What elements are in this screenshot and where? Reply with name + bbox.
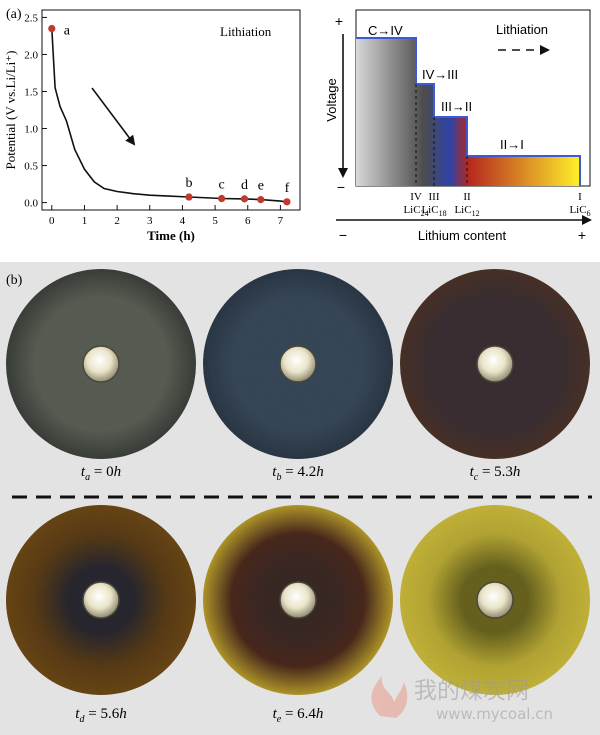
electrode-photos: ta = 0h tb = 4.2h tc = 5.3h td = 5.6h te = 6… — [6, 269, 590, 725]
time-label-e: te = 6.4h — [273, 706, 324, 725]
transition-label-3: III→II — [441, 99, 472, 114]
transition-label-2: IV→III — [422, 67, 458, 82]
plot-frame — [41, 9, 301, 211]
marker-label-f: f — [285, 181, 290, 196]
marker-label-a: a — [64, 24, 71, 39]
voltage-minus: − — [337, 179, 345, 195]
y-tick-label: 2.0 — [24, 49, 38, 61]
y-axis-label: Potential (V vs.Li/Li⁺) — [3, 51, 18, 170]
time-label-b: tb = 4.2h — [272, 464, 323, 483]
x-tick-label: 6 — [245, 215, 251, 227]
x-tick-label: 5 — [212, 215, 218, 227]
stage-numeral-I: I — [578, 191, 582, 203]
stage-compound-III: LiC18 — [421, 204, 446, 218]
x-tick-label: 0 — [49, 215, 55, 227]
panel-a-label: (a) — [6, 7, 22, 22]
center-washer — [476, 581, 514, 619]
diagram-title: Lithiation — [496, 22, 548, 37]
stage-numeral-III: III — [429, 191, 440, 203]
marker-point-a — [48, 24, 56, 33]
x-tick-label: 2 — [114, 215, 120, 227]
center-washer — [82, 581, 120, 619]
marker-label-c: c — [219, 178, 225, 193]
voltage-plus: + — [335, 13, 343, 29]
marker-point-b — [185, 193, 193, 201]
center-washer — [82, 345, 120, 383]
y-tick-label: 1.0 — [24, 124, 38, 136]
y-axis-ticks: 0.0 0.5 1.0 1.5 2.0 2.5 — [24, 12, 47, 210]
voltage-axis-label: Voltage — [324, 78, 339, 121]
lithium-content-minus: − — [339, 227, 347, 243]
stage-compound-I: LiC6 — [569, 204, 590, 218]
y-tick-label: 1.5 — [24, 86, 38, 98]
x-tick-label: 3 — [147, 215, 153, 227]
lithium-content-label: Lithium content — [418, 228, 507, 243]
time-label-d: td = 5.6h — [75, 706, 126, 725]
lithium-content-plus: + — [578, 227, 586, 243]
watermark: 我的煤炭网 www.mycoal.cn — [371, 676, 553, 723]
flame-logo-icon — [371, 676, 408, 718]
y-tick-label: 2.5 — [24, 12, 38, 24]
discharge-curve — [51, 28, 287, 203]
x-tick-label: 7 — [278, 215, 284, 227]
x-tick-label: 1 — [82, 215, 88, 227]
panel-b-label: (b) — [6, 273, 23, 288]
lithiation-direction-arrow — [91, 87, 136, 146]
x-axis-label: Time (h) — [147, 228, 195, 243]
diagram-upper-area — [356, 38, 580, 156]
marker-point-d — [240, 195, 249, 203]
y-tick-label: 0.5 — [24, 161, 38, 173]
staging-diagram: C→IV IV→III III→II II→I Lithiation Volta… — [324, 9, 592, 243]
transition-label-4: II→I — [500, 137, 524, 152]
stage-numeral-II: II — [463, 191, 471, 203]
x-tick-label: 4 — [180, 215, 186, 227]
marker-point-f — [283, 198, 291, 206]
time-label-c: tc = 5.3h — [470, 464, 521, 483]
transition-label-1: C→IV — [368, 23, 403, 38]
center-washer — [279, 581, 317, 619]
lithiation-label: Lithiation — [220, 24, 272, 39]
x-axis-ticks: 0 1 2 3 4 5 6 7 — [49, 205, 284, 227]
stage-dividers — [415, 84, 468, 186]
center-washer — [476, 345, 514, 383]
stage-compound-II: LiC12 — [454, 204, 479, 218]
marker-point-e — [257, 196, 265, 204]
marker-label-b: b — [185, 176, 192, 191]
stage-numeral-IV: IV — [410, 191, 422, 203]
watermark-title: 我的煤炭网 — [414, 678, 529, 704]
sample-markers: a b c d e f — [48, 24, 291, 206]
watermark-url: www.mycoal.cn — [436, 705, 553, 723]
time-label-a: ta = 0h — [81, 464, 121, 483]
potential-time-chart: 0.0 0.5 1.0 1.5 2.0 2.5 0 1 2 3 4 5 6 7 a b c d e f Lithi… — [3, 9, 301, 243]
y-tick-label: 0.0 — [24, 198, 38, 210]
marker-label-d: d — [241, 178, 248, 193]
marker-label-e: e — [258, 179, 264, 194]
marker-point-c — [218, 194, 226, 203]
center-washer — [279, 345, 317, 383]
